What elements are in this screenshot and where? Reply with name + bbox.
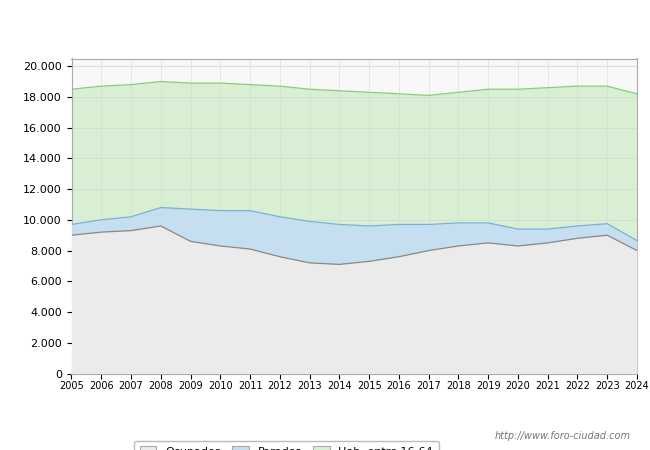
Legend: Ocupados, Parados, Hab. entre 16-64: Ocupados, Parados, Hab. entre 16-64 [134,441,439,450]
Text: Sant Vicenç dels Horts - Evolucion de la poblacion en edad de Trabajar Mayo de 2: Sant Vicenç dels Horts - Evolucion de la… [26,17,624,30]
Text: http://www.foro-ciudad.com: http://www.foro-ciudad.com [495,431,630,441]
